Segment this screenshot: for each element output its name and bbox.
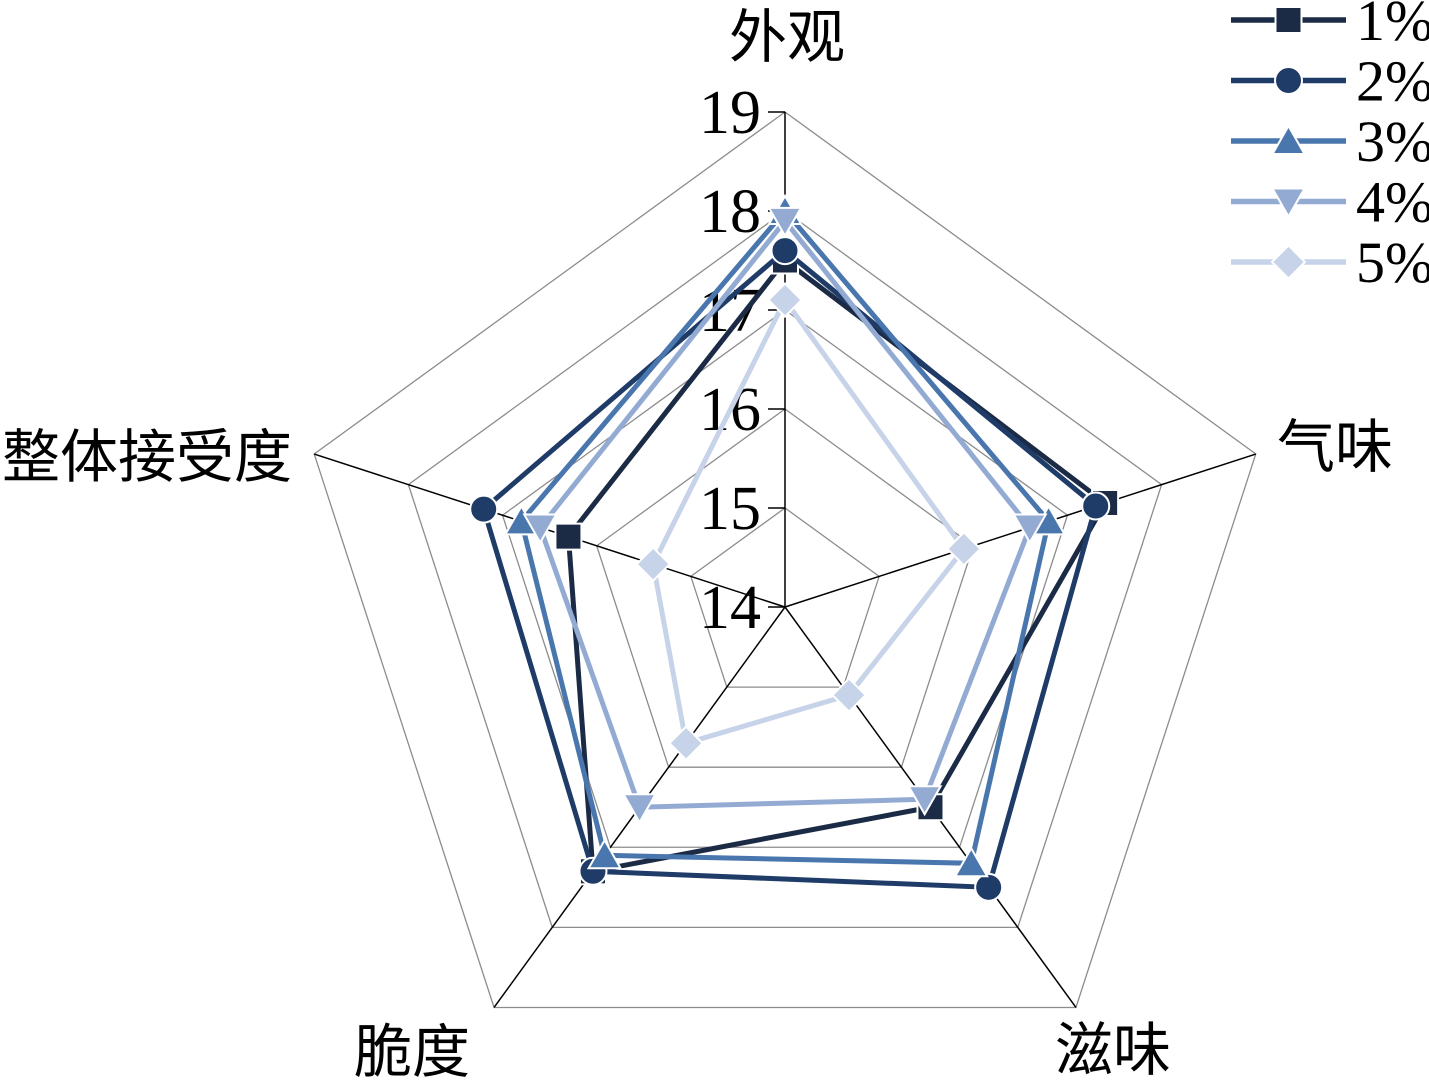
series-marker-4%-2 xyxy=(1012,513,1048,545)
legend-marker-1% xyxy=(1274,6,1303,34)
grid-ring-16 xyxy=(595,408,975,768)
series-marker-5%-2 xyxy=(945,530,982,567)
series-marker-2%-1 xyxy=(770,236,800,266)
value-tick-label-14: 14 xyxy=(699,574,761,642)
grid-ring-17 xyxy=(501,309,1069,848)
legend-item-1%: 1% xyxy=(1231,0,1429,53)
value-tick-label-15: 15 xyxy=(699,475,761,543)
series-line-1% xyxy=(565,257,1109,875)
series-marker-5%-1 xyxy=(767,282,803,319)
series-marker-5%-5 xyxy=(635,546,672,583)
category-label-2: 气味 xyxy=(1277,415,1393,480)
series-line-2% xyxy=(480,247,1099,890)
axis-spoke-5 xyxy=(313,453,786,608)
grid-ring-19 xyxy=(313,111,1257,1009)
series-marker-4%-3 xyxy=(906,785,943,817)
series-marker-5%-3 xyxy=(831,677,867,714)
series-marker-4%-4 xyxy=(621,793,658,825)
series-marker-3%-4 xyxy=(586,838,623,870)
series-marker-4%-1 xyxy=(767,206,803,238)
legend-item-5%: 5% xyxy=(1231,230,1429,295)
legend-marker-3% xyxy=(1270,123,1307,155)
legend-item-4%: 4% xyxy=(1231,170,1429,235)
legend-label-3%: 3% xyxy=(1356,109,1429,174)
series-5% xyxy=(635,282,982,762)
grid-ring-18 xyxy=(407,210,1163,929)
value-tick-label-18: 18 xyxy=(699,178,761,246)
legend-marker-2% xyxy=(1274,66,1303,95)
series-marker-2%-3 xyxy=(974,872,1004,902)
series-2% xyxy=(469,236,1111,902)
series-group xyxy=(469,193,1120,902)
legend-label-4%: 4% xyxy=(1356,170,1429,235)
category-label-4: 脆度 xyxy=(354,1020,470,1080)
axis-spoke-2 xyxy=(784,453,1257,608)
series-marker-3%-3 xyxy=(953,846,989,878)
legend-label-5%: 5% xyxy=(1356,230,1429,295)
category-label-3: 滋味 xyxy=(1055,1018,1171,1080)
value-tick-label-19: 19 xyxy=(699,79,761,147)
series-marker-1%-5 xyxy=(554,522,583,551)
series-line-4% xyxy=(537,216,1033,810)
legend-item-2%: 2% xyxy=(1231,49,1429,114)
legend: 1%2%3%4%5% xyxy=(1231,0,1429,295)
series-4% xyxy=(522,206,1048,825)
category-label-5: 整体接受度 xyxy=(2,425,292,490)
legend-label-1%: 1% xyxy=(1356,0,1429,53)
legend-label-2%: 2% xyxy=(1356,49,1429,114)
series-line-3% xyxy=(518,207,1052,866)
legend-item-3%: 3% xyxy=(1231,109,1429,174)
series-marker-5%-4 xyxy=(668,725,704,762)
grid-ring-15 xyxy=(690,507,880,688)
legend-marker-4% xyxy=(1270,187,1307,219)
series-marker-2%-5 xyxy=(469,494,499,524)
legend-marker-5% xyxy=(1270,244,1307,280)
grid-rings xyxy=(313,111,1257,1009)
series-marker-4%-5 xyxy=(522,513,558,545)
series-line-5% xyxy=(650,295,968,747)
category-label-1: 外观 xyxy=(729,5,845,70)
series-marker-2%-2 xyxy=(1081,491,1111,521)
